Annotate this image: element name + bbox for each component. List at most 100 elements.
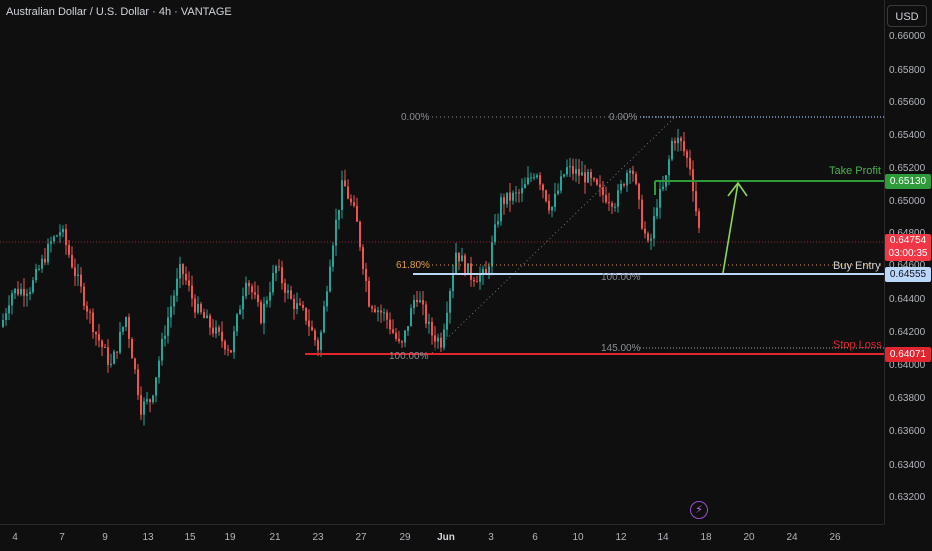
candle-body <box>251 286 253 293</box>
candle-body <box>380 310 382 313</box>
candle-body <box>386 312 388 320</box>
price-tick: 0.65200 <box>889 163 926 174</box>
bar-countdown: 03:00:35 <box>888 248 928 259</box>
price-tick: 0.64400 <box>889 294 926 305</box>
current-price: 0.64754 <box>889 235 927 246</box>
time-tick: Jun <box>437 532 455 543</box>
candle-body <box>371 306 373 309</box>
fib-right-mid-label: 100.00% <box>601 272 641 283</box>
candle-body <box>683 141 685 152</box>
candle-body <box>686 151 688 158</box>
candle-body <box>35 268 37 281</box>
candle-body <box>218 327 220 332</box>
candle-body <box>194 298 196 313</box>
candle-body <box>425 304 427 324</box>
candle-body <box>38 268 40 270</box>
take-profit-price-label: 0.65130 <box>885 174 931 189</box>
candle-body <box>26 293 28 296</box>
candle-body <box>203 312 205 319</box>
candle-body <box>206 315 208 319</box>
candle-body <box>152 395 154 403</box>
candle-body <box>77 274 79 277</box>
price-chart[interactable] <box>0 0 884 524</box>
candle-body <box>125 317 127 327</box>
candle-body <box>482 269 484 275</box>
price-tick: 0.64000 <box>889 360 926 371</box>
price-tick: 0.65800 <box>889 65 926 76</box>
candle-body <box>296 303 298 310</box>
time-tick: 10 <box>572 532 584 543</box>
fib-right-top-label: 0.00% <box>609 112 638 123</box>
candle-body <box>68 245 70 255</box>
candle-body <box>695 191 697 212</box>
time-tick: 4 <box>12 532 18 543</box>
candle-body <box>500 197 502 222</box>
candle-body <box>533 177 535 179</box>
candle-body <box>65 229 67 246</box>
candle-body <box>242 296 244 310</box>
candle-body <box>503 197 505 205</box>
candle-body <box>83 286 85 306</box>
candle-body <box>320 332 322 351</box>
candle-body <box>281 267 283 284</box>
candle-body <box>134 358 136 370</box>
candle-body <box>674 140 676 144</box>
time-tick: 9 <box>102 532 108 543</box>
target-arrow-head <box>727 181 748 197</box>
time-tick: 19 <box>224 532 236 543</box>
candle-body <box>335 219 337 246</box>
candle-body <box>488 266 490 274</box>
candle-body <box>287 290 289 293</box>
candle-body <box>617 190 619 207</box>
price-tick: 0.64800 <box>889 228 925 239</box>
fib-left-mid-label: 61.80% <box>396 260 430 271</box>
candle-body <box>191 285 193 299</box>
candle-body <box>17 288 19 295</box>
candle-body <box>290 290 292 299</box>
candle-body <box>215 327 217 334</box>
price-tick: 0.63600 <box>889 426 926 437</box>
stop-loss-price-label: 0.64071 <box>885 347 931 362</box>
target-arrow <box>722 182 739 274</box>
candle-body <box>446 312 448 330</box>
candle-body <box>212 327 214 334</box>
candle-body <box>92 312 94 333</box>
currency-button[interactable]: USD <box>887 5 927 27</box>
candle-body <box>185 273 187 281</box>
candle-body <box>656 207 658 217</box>
chart-area[interactable] <box>0 0 884 524</box>
time-tick: 7 <box>59 532 65 543</box>
candle-body <box>464 255 466 273</box>
candle-body <box>176 278 178 296</box>
candle-body <box>344 180 346 187</box>
candle-body <box>575 169 577 174</box>
time-axis[interactable] <box>0 524 884 551</box>
candle-body <box>86 305 88 312</box>
fib-trend-line <box>431 116 676 354</box>
price-tick: 0.63200 <box>889 492 926 503</box>
candle-body <box>332 245 334 267</box>
candle-body <box>653 216 655 239</box>
candle-body <box>188 280 190 286</box>
candle-body <box>677 137 679 144</box>
candle-body <box>248 282 250 287</box>
candle-body <box>611 203 613 207</box>
candle-body <box>650 238 652 241</box>
candle-body <box>323 306 325 333</box>
candle-body <box>56 235 58 237</box>
candle-body <box>419 300 421 303</box>
candle-body <box>377 310 379 312</box>
candle-body <box>260 302 262 324</box>
candle-body <box>29 292 31 294</box>
candle-body <box>509 192 511 201</box>
candle-body <box>11 293 13 306</box>
candle-body <box>485 269 487 274</box>
candle-body <box>536 175 538 178</box>
candle-body <box>374 308 376 312</box>
price-tick: 0.63800 <box>889 393 926 404</box>
lightning-icon[interactable]: ⚡ <box>690 501 708 519</box>
candle-body <box>209 315 211 328</box>
price-axis[interactable] <box>884 0 932 524</box>
candle-body <box>566 167 568 175</box>
candle-body <box>302 304 304 308</box>
